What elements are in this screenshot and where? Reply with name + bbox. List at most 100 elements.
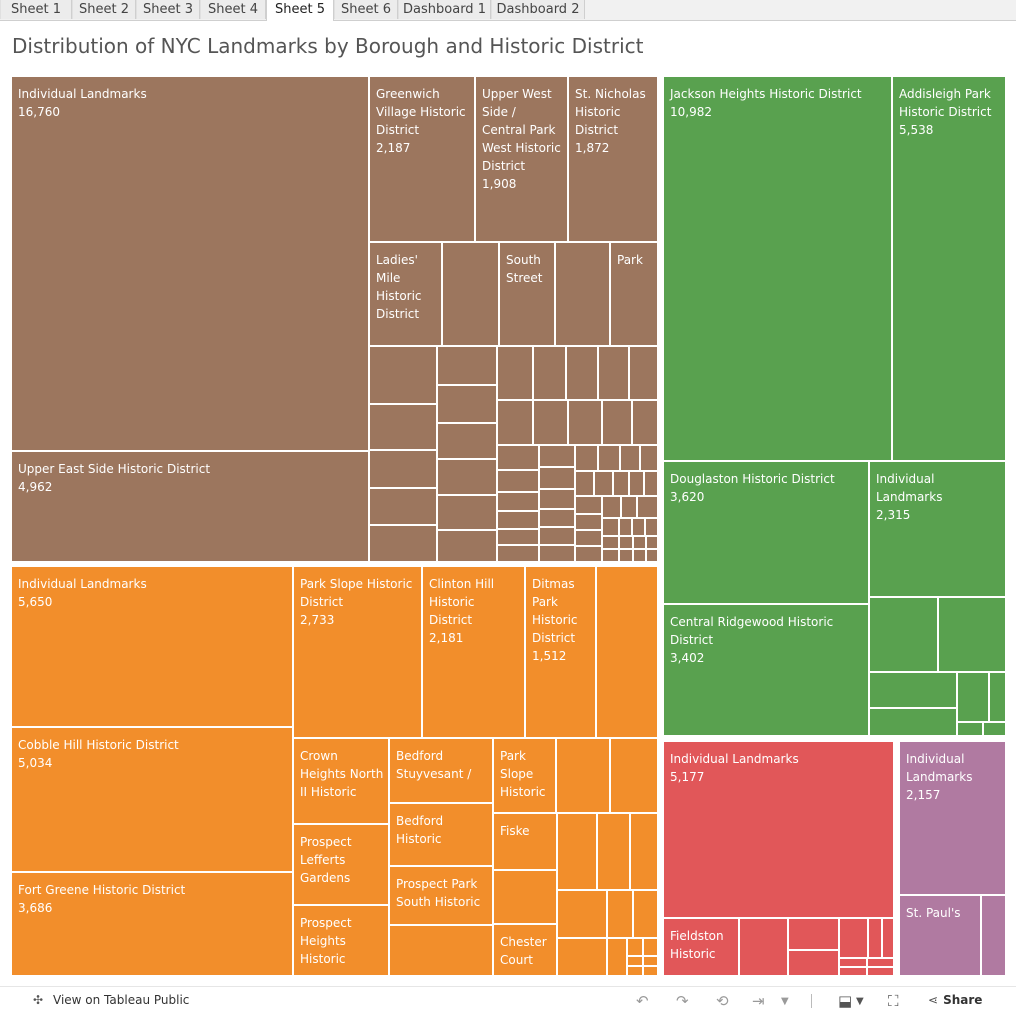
treemap-cell-manhattan-unlabeled[interactable]: [575, 546, 602, 562]
treemap-cell-manhattan-unlabeled[interactable]: [620, 445, 640, 471]
treemap-cell-manhattan-south-street[interactable]: South Street: [499, 242, 555, 346]
treemap-cell-bronx-unlabeled[interactable]: [739, 918, 788, 976]
tab-sheet-4[interactable]: Sheet 4: [200, 0, 266, 19]
treemap-cell-manhattan-unlabeled[interactable]: [632, 518, 645, 536]
treemap-cell-manhattan-unlabeled[interactable]: [621, 496, 637, 518]
tab-sheet-5[interactable]: Sheet 5: [266, 0, 334, 21]
treemap-cell-manhattan-unlabeled[interactable]: [533, 346, 566, 400]
treemap-cell-manhattan-unlabeled[interactable]: [497, 511, 539, 529]
treemap-cell-manhattan-unlabeled[interactable]: [575, 496, 602, 514]
treemap-cell-bronx-unlabeled[interactable]: [788, 918, 839, 950]
treemap-cell-brooklyn-unlabeled[interactable]: [493, 870, 557, 924]
treemap-cell-manhattan-unlabeled[interactable]: [369, 488, 437, 525]
treemap-cell-queens-unlabeled[interactable]: [869, 672, 957, 708]
treemap-cell-brooklyn-clinton-hill-historic-district[interactable]: Clinton Hill Historic District 2,181: [422, 566, 525, 738]
treemap-cell-queens-individual-landmarks[interactable]: Individual Landmarks 2,315: [869, 461, 1006, 597]
treemap-cell-brooklyn-unlabeled[interactable]: [610, 738, 658, 813]
treemap-cell-manhattan-unlabeled[interactable]: [539, 445, 575, 467]
treemap-cell-bronx-unlabeled[interactable]: [839, 918, 868, 958]
treemap-cell-brooklyn-prospect-heights-historic[interactable]: Prospect Heights Historic: [293, 905, 389, 976]
tab-sheet-2[interactable]: Sheet 2: [72, 0, 136, 19]
treemap-cell-manhattan-unlabeled[interactable]: [497, 400, 533, 445]
treemap-cell-manhattan-unlabeled[interactable]: [619, 536, 633, 549]
treemap-cell-manhattan-unlabeled[interactable]: [594, 471, 613, 496]
treemap-cell-manhattan-unlabeled[interactable]: [637, 496, 658, 518]
treemap-cell-queens-unlabeled[interactable]: [957, 722, 983, 736]
treemap-cell-brooklyn-unlabeled[interactable]: [627, 938, 643, 956]
treemap-cell-manhattan-unlabeled[interactable]: [533, 400, 568, 445]
treemap-cell-manhattan-unlabeled[interactable]: [369, 404, 437, 450]
treemap-cell-manhattan-unlabeled[interactable]: [539, 509, 575, 527]
treemap-cell-brooklyn-chester-court[interactable]: Chester Court: [493, 924, 557, 976]
treemap-cell-brooklyn-unlabeled[interactable]: [389, 925, 493, 976]
treemap-cell-brooklyn-individual-landmarks[interactable]: Individual Landmarks 5,650: [11, 566, 293, 727]
treemap-cell-manhattan-unlabeled[interactable]: [619, 549, 633, 562]
treemap-cell-manhattan-unlabeled[interactable]: [369, 346, 437, 404]
treemap-cell-manhattan-unlabeled[interactable]: [602, 536, 619, 549]
treemap-cell-brooklyn-unlabeled[interactable]: [643, 966, 658, 976]
treemap-cell-queens-central-ridgewood-historic-district[interactable]: Central Ridgewood Historic District 3,402: [663, 604, 869, 736]
treemap-cell-manhattan-unlabeled[interactable]: [602, 400, 632, 445]
treemap-cell-manhattan-unlabeled[interactable]: [497, 545, 539, 562]
treemap-cell-brooklyn-park-slope-historic[interactable]: Park Slope Historic: [493, 738, 556, 813]
view-on-tableau-link[interactable]: ✣ View on Tableau Public: [33, 993, 189, 1007]
treemap-cell-bronx-unlabeled[interactable]: [867, 967, 894, 976]
treemap-cell-manhattan-unlabeled[interactable]: [575, 445, 598, 471]
treemap-cell-manhattan-unlabeled[interactable]: [629, 471, 644, 496]
treemap-cell-manhattan-unlabeled[interactable]: [539, 545, 575, 562]
treemap-cell-brooklyn-bedford-stuyvesant[interactable]: Bedford Stuyvesant /: [389, 738, 493, 803]
treemap-cell-bronx-unlabeled[interactable]: [839, 967, 867, 976]
treemap-cell-manhattan-unlabeled[interactable]: [437, 459, 497, 495]
treemap-cell-staten-island-unlabeled[interactable]: [981, 895, 1006, 976]
treemap-cell-bronx-fieldston-historic[interactable]: Fieldston Historic: [663, 918, 739, 976]
treemap-cell-brooklyn-unlabeled[interactable]: [627, 956, 643, 966]
treemap-cell-manhattan-upper-east-side-historic-district[interactable]: Upper East Side Historic District 4,962: [11, 451, 369, 562]
treemap-cell-brooklyn-unlabeled[interactable]: [630, 813, 658, 890]
treemap-cell-brooklyn-unlabeled[interactable]: [607, 890, 633, 938]
treemap-cell-manhattan-unlabeled[interactable]: [575, 514, 602, 530]
treemap-cell-manhattan-unlabeled[interactable]: [437, 495, 497, 530]
treemap-cell-manhattan-unlabeled[interactable]: [539, 489, 575, 509]
treemap-cell-manhattan-unlabeled[interactable]: [646, 549, 658, 562]
treemap-cell-brooklyn-ditmas-park-historic-district[interactable]: Ditmas Park Historic District 1,512: [525, 566, 596, 738]
treemap-cell-manhattan-park[interactable]: Park: [610, 242, 658, 346]
treemap-cell-manhattan-unlabeled[interactable]: [575, 471, 594, 496]
treemap-cell-brooklyn-unlabeled[interactable]: [557, 813, 597, 890]
treemap-cell-manhattan-unlabeled[interactable]: [598, 346, 629, 400]
treemap-cell-manhattan-unlabeled[interactable]: [602, 496, 621, 518]
revert-icon[interactable]: ⟲: [716, 992, 729, 1010]
treemap-cell-queens-unlabeled[interactable]: [989, 672, 1006, 722]
treemap-cell-bronx-unlabeled[interactable]: [868, 918, 882, 958]
treemap-cell-brooklyn-prospect-lefferts-gardens[interactable]: Prospect Lefferts Gardens: [293, 824, 389, 905]
treemap-cell-manhattan-upper-west-side-central-park-west-historic-district[interactable]: Upper West Side / Central Park West Hist…: [475, 76, 568, 242]
tab-dashboard-1[interactable]: Dashboard 1: [398, 0, 491, 19]
treemap-cell-manhattan-unlabeled[interactable]: [442, 242, 499, 346]
treemap-cell-manhattan-unlabeled[interactable]: [555, 242, 610, 346]
treemap-cell-manhattan-unlabeled[interactable]: [497, 470, 539, 492]
treemap-cell-brooklyn-unlabeled[interactable]: [597, 813, 630, 890]
treemap-cell-brooklyn-unlabeled[interactable]: [627, 966, 643, 976]
treemap-cell-manhattan-unlabeled[interactable]: [437, 385, 497, 423]
treemap-cell-manhattan-unlabeled[interactable]: [497, 529, 539, 545]
treemap-cell-manhattan-unlabeled[interactable]: [497, 492, 539, 511]
treemap-cell-brooklyn-unlabeled[interactable]: [556, 738, 610, 813]
treemap-cell-queens-unlabeled[interactable]: [869, 708, 957, 736]
treemap-cell-brooklyn-fiske[interactable]: Fiske: [493, 813, 557, 870]
tab-dashboard-2[interactable]: Dashboard 2: [491, 0, 585, 19]
treemap-cell-bronx-unlabeled[interactable]: [867, 958, 894, 967]
treemap-cell-manhattan-unlabeled[interactable]: [633, 549, 646, 562]
treemap-cell-manhattan-unlabeled[interactable]: [437, 423, 497, 459]
tab-sheet-1[interactable]: Sheet 1: [0, 0, 72, 19]
undo-icon[interactable]: ↶: [636, 992, 649, 1010]
treemap-cell-bronx-individual-landmarks[interactable]: Individual Landmarks 5,177: [663, 741, 894, 918]
treemap-cell-queens-unlabeled[interactable]: [869, 597, 938, 672]
treemap-cell-manhattan-unlabeled[interactable]: [539, 527, 575, 545]
treemap-cell-brooklyn-cobble-hill-historic-district[interactable]: Cobble Hill Historic District 5,034: [11, 727, 293, 872]
treemap-cell-brooklyn-park-slope-historic-district[interactable]: Park Slope Historic District 2,733: [293, 566, 422, 738]
treemap-cell-queens-jackson-heights-historic-district[interactable]: Jackson Heights Historic District 10,982: [663, 76, 892, 461]
tab-sheet-3[interactable]: Sheet 3: [136, 0, 200, 19]
treemap-cell-queens-unlabeled[interactable]: [957, 672, 989, 722]
treemap-cell-manhattan-unlabeled[interactable]: [568, 400, 602, 445]
treemap-cell-manhattan-greenwich-village-historic-district[interactable]: Greenwich Village Historic District 2,187: [369, 76, 475, 242]
treemap-cell-bronx-unlabeled[interactable]: [839, 958, 867, 967]
